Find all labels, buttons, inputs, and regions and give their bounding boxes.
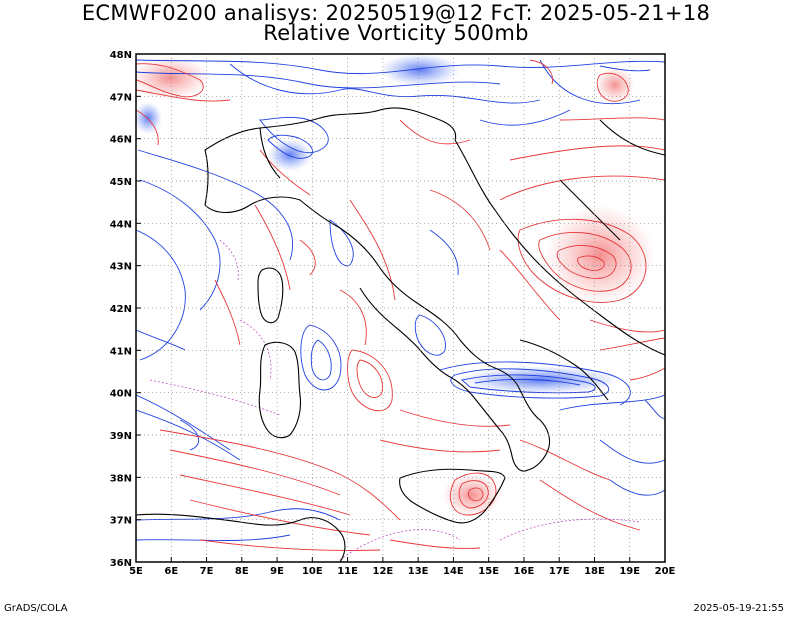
map-title: ECMWF0200 analisys: 20250519@12 FcT: 202… xyxy=(81,1,711,25)
longitude-axis: 5E 6E 7E 8E 9E 10E 11E 12E 13E 14E 15E 16E 17E 18E 19E… xyxy=(129,557,676,577)
lat-tick-label: 42N xyxy=(110,304,132,315)
negative-vorticity-core xyxy=(380,54,460,86)
lon-tick-label: 10E xyxy=(302,566,323,577)
lat-tick-label: 46N xyxy=(110,135,132,146)
positive-vorticity-core xyxy=(136,56,210,100)
positive-vorticity-core xyxy=(442,473,502,517)
latitude-axis: 36N 37N 38N 39N 40N 41N 42N 43N 44N 45N 46N 47N 48N xyxy=(110,50,141,569)
lon-tick-label: 11E xyxy=(337,566,358,577)
lat-tick-label: 39N xyxy=(110,431,132,442)
zero-contour xyxy=(149,239,641,561)
positive-vorticity-core xyxy=(595,67,635,103)
negative-vorticity-core xyxy=(136,102,162,134)
lat-tick-label: 38N xyxy=(110,473,132,484)
vorticity-field xyxy=(136,54,665,562)
lat-tick-label: 36N xyxy=(110,558,132,569)
lat-tick-label: 47N xyxy=(110,92,132,103)
lat-tick-label: 45N xyxy=(110,177,132,188)
lon-tick-label: 19E xyxy=(619,566,640,577)
grid-lines xyxy=(136,54,665,562)
lon-tick-label: 18E xyxy=(584,566,605,577)
generation-timestamp: 2025-05-19-21:55 xyxy=(693,603,784,614)
lat-tick-label: 44N xyxy=(110,219,132,230)
lon-tick-label: 6E xyxy=(164,566,178,577)
lat-tick-label: 48N xyxy=(110,50,132,61)
lon-tick-label: 20E xyxy=(655,566,676,577)
positive-vorticity-core xyxy=(545,205,655,305)
lat-tick-label: 41N xyxy=(110,346,132,357)
lon-tick-label: 7E xyxy=(200,566,214,577)
lon-tick-label: 8E xyxy=(235,566,249,577)
negative-vorticity-core xyxy=(268,139,312,171)
lon-tick-label: 12E xyxy=(372,566,393,577)
lon-tick-label: 16E xyxy=(514,566,535,577)
lat-tick-label: 43N xyxy=(110,262,132,273)
lon-tick-label: 15E xyxy=(478,566,499,577)
lon-tick-label: 13E xyxy=(408,566,429,577)
lon-tick-label: 14E xyxy=(443,566,464,577)
software-credit: GrADS/COLA xyxy=(4,603,68,614)
lat-tick-label: 37N xyxy=(110,516,132,527)
coastline xyxy=(136,107,665,562)
lon-tick-label: 17E xyxy=(549,566,570,577)
map-subtitle: Relative Vorticity 500mb xyxy=(263,21,529,45)
lon-tick-label: 9E xyxy=(270,566,284,577)
negative-contours xyxy=(136,59,665,541)
lat-tick-label: 40N xyxy=(110,389,132,400)
lon-tick-label: 5E xyxy=(129,566,143,577)
